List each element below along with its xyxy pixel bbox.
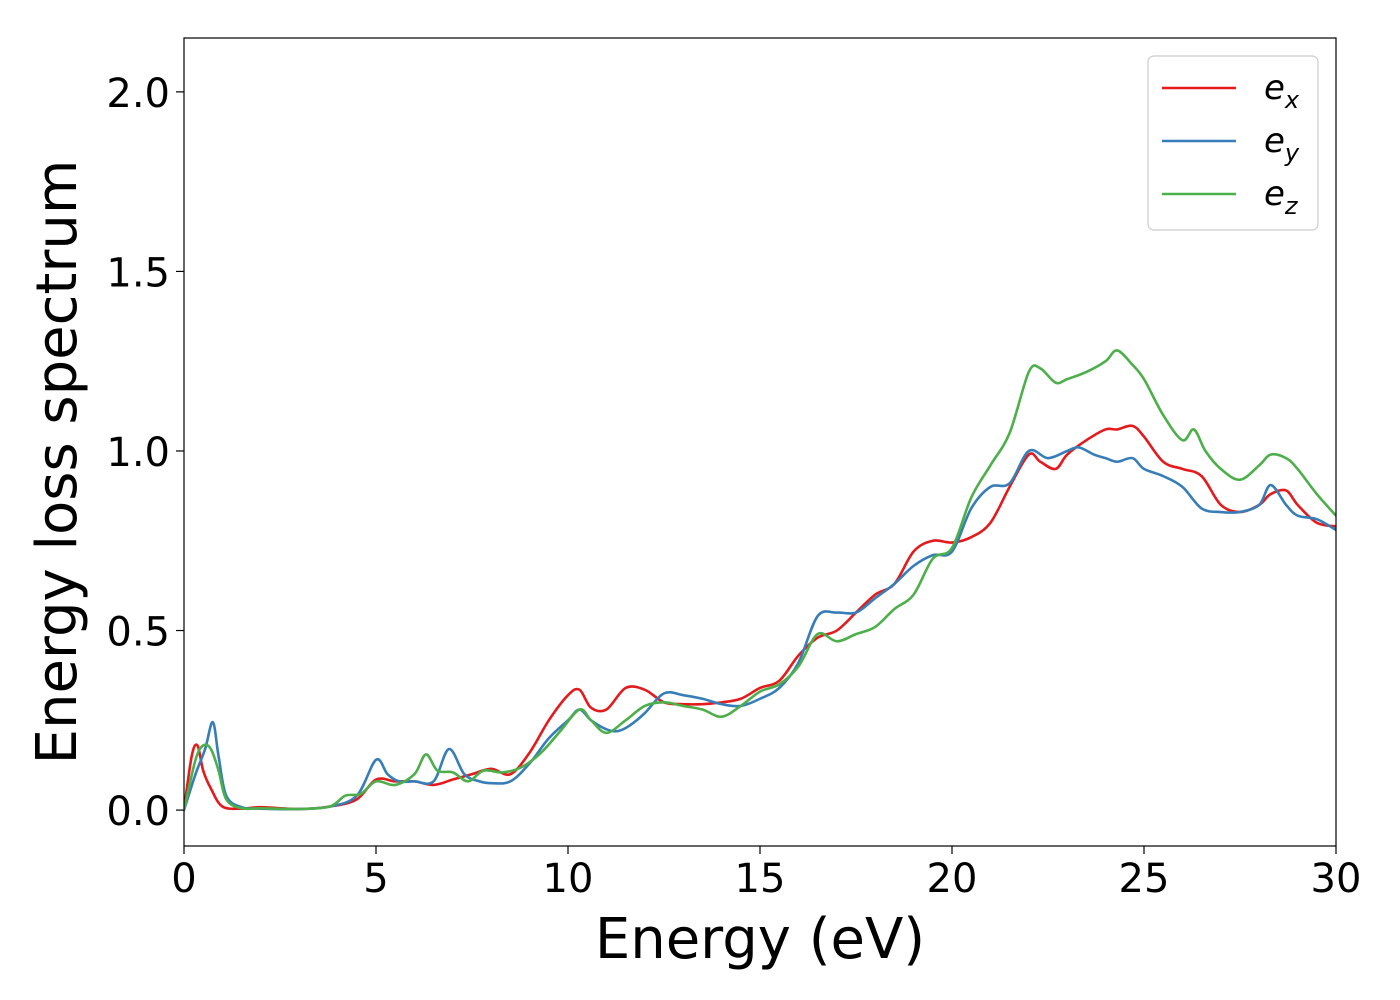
legend-label: ex bbox=[1264, 68, 1300, 114]
legend-label: ez bbox=[1264, 174, 1299, 220]
x-tick-label: 15 bbox=[735, 856, 786, 902]
y-tick-label: 1.0 bbox=[106, 430, 170, 476]
legend-label: ey bbox=[1264, 121, 1300, 167]
x-tick-label: 20 bbox=[927, 856, 978, 902]
axis-ticks: 0 5 10 15 20 25 30 0.0 0.5 1.0 1.5 2.0 bbox=[106, 71, 1361, 902]
y-tick-label: 0.5 bbox=[106, 610, 170, 656]
legend-item-e-z: ez bbox=[1162, 174, 1299, 220]
x-axis-label: Energy (eV) bbox=[595, 907, 925, 972]
legend: ex ey ez bbox=[1147, 55, 1319, 231]
x-tick-label: 25 bbox=[1119, 856, 1170, 902]
legend-item-e-y: ey bbox=[1162, 121, 1300, 167]
x-tick-label: 5 bbox=[363, 856, 388, 902]
y-tick-label: 2.0 bbox=[106, 71, 170, 117]
series-lines bbox=[184, 349, 1336, 812]
x-tick-label: 30 bbox=[1311, 856, 1362, 902]
y-tick-label: 0.0 bbox=[106, 789, 170, 835]
y-tick-label: 1.5 bbox=[106, 250, 170, 296]
series-line-e-z bbox=[184, 349, 1336, 812]
y-axis-label: Energy loss spectrum bbox=[25, 160, 90, 765]
legend-item-e-x: ex bbox=[1162, 68, 1300, 114]
legend-box bbox=[1147, 55, 1319, 231]
x-tick-label: 10 bbox=[543, 856, 594, 902]
x-tick-label: 0 bbox=[171, 856, 196, 902]
